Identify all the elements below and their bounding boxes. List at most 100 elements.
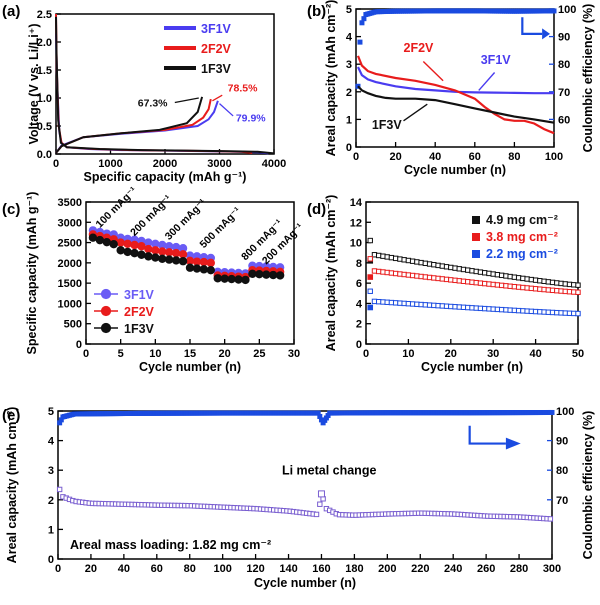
panel-c-rate-label: 500 mAg⁻¹ [198,205,244,251]
panel-a-ytick-label: 2.5 [37,9,52,21]
panel-c-point-2F2V [192,257,202,266]
panel-c-point-1F3V [220,274,229,283]
panel-d-point [465,279,471,285]
panel-d-legend-marker [472,216,480,224]
panel-d-point [443,303,450,309]
panel-a-charge-2F2V [55,98,212,154]
panel-d-ytick-label: 4 [356,298,363,310]
panel-d-point [435,302,441,309]
panel-c-point-1F3V [275,271,285,280]
panel-a-ytick-label: 2.0 [37,37,52,49]
panel-e-xtick-label: 160 [312,563,330,575]
panel-a-ytick-label: 0.0 [37,149,52,161]
panel-c-ytick-label: 1000 [58,298,82,310]
panel-d-point [528,285,535,292]
panel-d-point [486,270,492,277]
panel-a-charge-1F3V [55,96,204,154]
panel-a-letter: (a) [2,3,20,20]
panel-d-point [554,280,560,286]
panel-d-point [426,274,433,281]
panel-d-legend-label: 2.2 mg cm⁻² [486,247,558,261]
panel-d-point [532,277,539,283]
panel-b-arrow-1F3V [403,103,428,122]
panel-d-point [545,309,552,315]
panel-c-point-1F3V [185,263,195,272]
panel-c-point-1F3V [192,264,202,273]
panel-d-point [443,264,450,270]
panel-e-y2label: Coulombic efficiency (%) [581,411,595,560]
panel-a: (a) 0 1000 2000 3000 4000 0.0 0.5 1.0 1.5 2.0 2.5 Sp… [2,3,286,184]
panel-e-capacity-point [313,511,320,518]
panel-d-point [418,301,424,308]
panel-c-point-2F2V [158,247,167,256]
panel-b-ytick-label: 2 [346,87,352,99]
panel-e-ytick-label: 3 [48,465,54,477]
panel-d-first-discharge [367,304,374,311]
panel-c-point-2F2V [123,239,132,248]
panel-d-point [460,304,467,310]
panel-d-legend-marker [472,233,480,241]
panel-e-ytick-label: 4 [48,436,55,448]
panel-b-ce-axis-arrow [521,17,543,35]
panel-d-point [469,279,475,285]
panel-d-point [422,260,429,267]
panel-c-point-1F3V [262,270,271,279]
panel-c: (c) 0 5 10 15 20 25 30 0 500 1000 1500 2000 2500 3000 3… [2,184,306,374]
panel-d-legend-marker [472,250,480,258]
panel-e: (e)0 20 40 60 80 100 120 140 160 180 200 220 240 260 2… [2,406,595,590]
panel-d-point [409,301,416,307]
panel-e-letter: (e) [2,407,20,424]
panel-d-point [460,278,467,284]
panel-d-point [388,299,395,306]
panel-c-legend-3F1V: 3F1V [124,288,155,302]
panel-d-point [498,282,505,289]
panel-b-arrow-2F2V [422,60,444,82]
panel-d-letter: (d) [307,201,326,218]
panel-d-legend-label: 3.8 mg cm⁻² [486,230,558,244]
panel-a-ann-3F1V: 79.9% [236,113,266,125]
panel-c-point-1F3V [151,253,160,262]
panel-d-point [426,261,433,267]
panel-c-point-1F3V [213,274,222,283]
panel-b-ce-point [551,8,557,14]
panel-b-capacity-3F1V [357,66,554,95]
panel-d-ytick-label: 2 [356,319,362,331]
panel-b-xtick-label: 40 [429,151,441,163]
panel-c-point-1F3V [102,237,112,247]
panel-d-point [473,279,479,286]
panel-c-ytick-label: 3000 [58,217,82,229]
panel-d-point [452,277,458,284]
panel-c-ytick-label: 500 [64,319,82,331]
panel-a-ann-arrow-2F2V [212,94,223,102]
panel-a-xtick-label: 0 [53,158,59,170]
panel-d-point [448,277,454,283]
panel-b-ce-point [355,83,361,89]
panel-b-ce-point [357,39,363,45]
panel-d-point [376,252,382,259]
panel-b-y2tick-label: 60 [558,114,570,126]
panel-c-ylabel: Specific capacity (mAh g⁻¹) [25,192,39,355]
panel-d-ytick-label: 8 [356,258,362,270]
panel-b-xtick-label: 60 [469,151,481,163]
panel-e-frame [57,410,553,560]
panel-d-point [507,283,513,289]
panel-d-point [477,280,484,286]
panel-d-point [439,276,446,282]
panel-c-xlabel: Cycle number (n) [139,360,241,374]
panel-b-ytick-label: 3 [346,59,352,71]
panel-d-point [486,306,492,312]
panel-d-point [554,287,560,294]
panel-d-point [367,256,373,262]
panel-c-xtick-label: 20 [219,348,231,360]
panel-c-legend-1F3V: 1F3V [124,322,155,336]
panel-d-point [452,304,458,310]
panel-c-point-2F2V [206,258,215,268]
panel-d-point [448,303,454,310]
panel-d-point [384,299,390,305]
panel-d-point [405,272,412,278]
panel-d-point [431,302,437,309]
panel-d-point [575,289,581,295]
panel-d-point [473,305,479,311]
panel-c-point-2F2V [137,242,146,251]
panel-d-point [418,259,424,266]
